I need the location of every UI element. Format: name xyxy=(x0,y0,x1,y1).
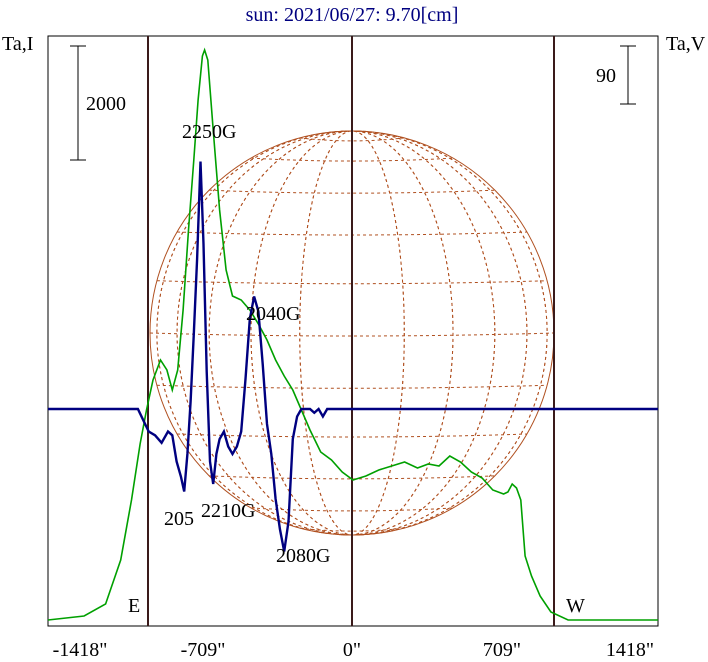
left-axis-label: Ta,I xyxy=(2,33,33,55)
right-scale-bar-label: 90 xyxy=(596,65,616,87)
annotation-2250g: 2250G xyxy=(182,121,236,143)
grid-parallel xyxy=(250,507,454,512)
west-label: W xyxy=(566,595,585,617)
grid-parallel xyxy=(149,332,555,337)
series-line-polarization xyxy=(48,161,658,552)
grid-parallel xyxy=(156,384,548,389)
right-axis-label: Ta,V xyxy=(666,33,706,55)
annotation-2040g: 2040G xyxy=(246,303,300,325)
left-scale-bar-label: 2000 xyxy=(86,93,126,115)
grid-parallel xyxy=(209,189,495,194)
x-tick-label: 0" xyxy=(343,639,361,661)
x-tick-label: 709" xyxy=(483,639,521,661)
left-scale-bar xyxy=(70,45,86,161)
right-scale-bar xyxy=(620,45,636,105)
grid-parallel xyxy=(250,157,454,162)
chart-title: sun: 2021/06/27: 9.70[cm] xyxy=(246,4,459,26)
grid-parallel xyxy=(209,475,495,480)
x-tick-labels: -1418" -709" 0" 709" 1418" xyxy=(53,639,655,661)
x-tick-label: 1418" xyxy=(606,639,654,661)
annotation-2080g: 2080G xyxy=(276,545,330,567)
annotation-2210g: 2210G xyxy=(201,500,255,522)
grid-parallel xyxy=(156,280,548,285)
x-tick-label: -1418" xyxy=(53,639,108,661)
reference-lines xyxy=(147,36,555,626)
east-label: E xyxy=(128,595,140,617)
annotation-205: 205 xyxy=(164,508,194,530)
x-tick-label: -709" xyxy=(181,639,226,661)
